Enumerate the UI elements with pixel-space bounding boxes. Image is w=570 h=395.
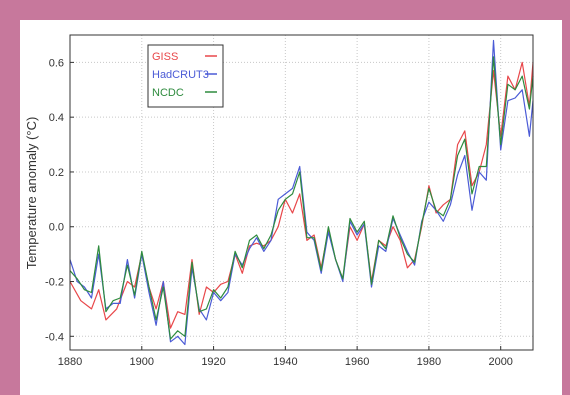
plot-frame <box>69 34 534 351</box>
series-line-ncdc <box>69 56 534 340</box>
x-axis: 1880 1900 1920 1940 1960 1980 2000 <box>58 346 513 368</box>
x-tick-label: 1900 <box>130 356 154 368</box>
legend: GISS HadCRUT3 NCDC <box>147 44 224 108</box>
chart-panel: 1880 1900 1920 1940 1960 1980 2000 -0.4 -0.2 0.0… <box>20 20 562 395</box>
temperature-anomaly-chart: 1880 1900 1920 1940 1960 1980 2000 -0.4 -0.2 0.0… <box>24 34 534 368</box>
y-axis: -0.4 -0.2 0.0 0.2 0.4 0.6 <box>45 57 74 343</box>
series-line-giss <box>69 61 534 329</box>
x-tick-label: 1940 <box>273 356 297 368</box>
x-tick-label: 2000 <box>488 356 512 368</box>
y-tick-label: -0.4 <box>45 331 64 343</box>
grid <box>69 35 533 350</box>
legend-label-giss: GISS <box>152 51 178 63</box>
x-tick-label: 1980 <box>417 356 441 368</box>
y-axis-label: Temperature anomaly (°C) <box>24 117 39 270</box>
x-tick-label: 1960 <box>345 356 369 368</box>
legend-label-hadcrut3: HadCRUT3 <box>152 69 209 81</box>
y-tick-label: 0.0 <box>49 222 64 234</box>
legend-label-ncdc: NCDC <box>152 87 184 99</box>
y-tick-label: 0.2 <box>49 167 64 179</box>
x-tick-label: 1920 <box>201 356 225 368</box>
y-tick-label: 0.4 <box>49 112 64 124</box>
x-tick-label: 1880 <box>58 356 82 368</box>
y-tick-label: 0.6 <box>49 57 64 69</box>
series-lines <box>69 39 534 346</box>
y-tick-label: -0.2 <box>45 277 64 289</box>
